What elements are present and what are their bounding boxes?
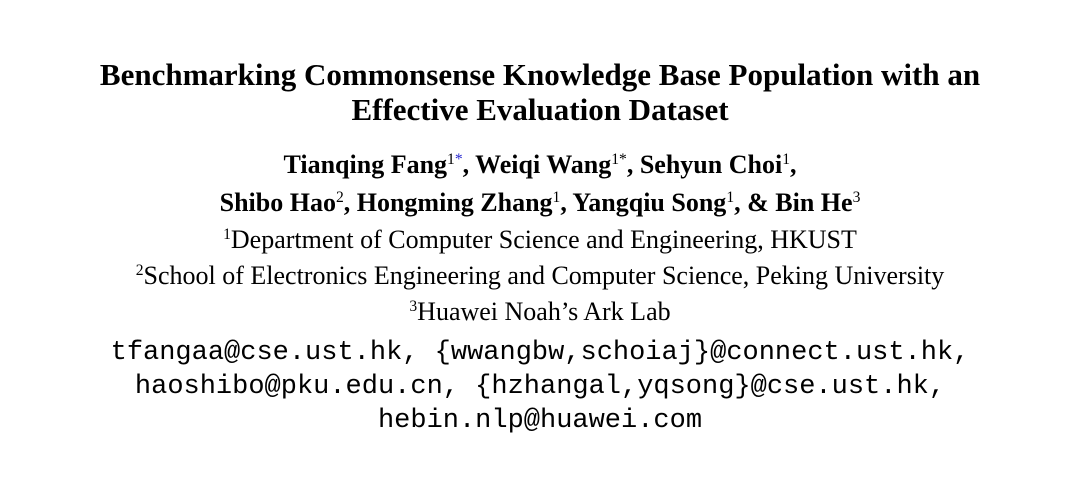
email-list: tfangaa@cse.ust.hk, {wwangbw,schoiaj}@co…: [0, 336, 1080, 438]
affiliation-mark: 1: [726, 188, 735, 206]
affiliation-mark: 1: [223, 225, 231, 243]
email-line: tfangaa@cse.ust.hk, {wwangbw,schoiaj}@co…: [110, 338, 970, 368]
affiliation-mark: 3: [409, 297, 418, 315]
equal-contribution-mark: *: [619, 150, 627, 168]
title-line-1: Benchmarking Commonsense Knowledge Base …: [99, 57, 981, 92]
author-name: Hongming Zhang: [356, 188, 553, 217]
author-line-1: Tianqing Fang1*, Weiqi Wang1*, Sehyun Ch…: [283, 150, 797, 179]
affiliation-text: Huawei Noah’s Ark Lab: [417, 297, 671, 326]
author-name: Shibo Hao: [219, 188, 336, 217]
affiliation-mark: 1: [447, 150, 455, 168]
author-name: Yangqiu Song: [572, 188, 727, 217]
affiliation-mark: 3: [852, 188, 861, 206]
affiliation-mark: 1: [782, 150, 790, 168]
author-name: & Bin He: [747, 188, 853, 217]
author-name: Tianqing Fang: [283, 150, 448, 179]
affiliation-mark: 2: [135, 261, 144, 279]
email-line: hebin.nlp@huawei.com: [377, 406, 703, 436]
author-name: Sehyun Choi: [639, 150, 783, 179]
affiliation-text: Department of Computer Science and Engin…: [230, 225, 857, 254]
paper-title: Benchmarking Commonsense Knowledge Base …: [0, 57, 1080, 127]
affiliation: 2School of Electronics Engineering and C…: [0, 260, 1080, 296]
affiliation: 3Huawei Noah’s Ark Lab: [0, 296, 1080, 332]
email-line: haoshibo@pku.edu.cn, {hzhangal,yqsong}@c…: [134, 372, 946, 402]
affiliation-mark: 1: [552, 188, 561, 206]
affiliation: 1Department of Computer Science and Engi…: [0, 224, 1080, 260]
paper-header: Benchmarking Commonsense Knowledge Base …: [0, 57, 1080, 438]
affiliation-mark: 2: [335, 188, 344, 206]
equal-contribution-link[interactable]: *: [454, 150, 463, 168]
affiliation-mark: 1: [611, 150, 620, 168]
title-line-2: Effective Evaluation Dataset: [351, 92, 729, 127]
author-line-2: Shibo Hao2, Hongming Zhang1, Yangqiu Son…: [219, 188, 861, 217]
affiliation-list: 1Department of Computer Science and Engi…: [0, 224, 1080, 332]
author-name: Weiqi Wang: [475, 150, 612, 179]
author-list: Tianqing Fang1*, Weiqi Wang1*, Sehyun Ch…: [0, 148, 1080, 224]
affiliation-text: School of Electronics Engineering and Co…: [143, 261, 945, 290]
